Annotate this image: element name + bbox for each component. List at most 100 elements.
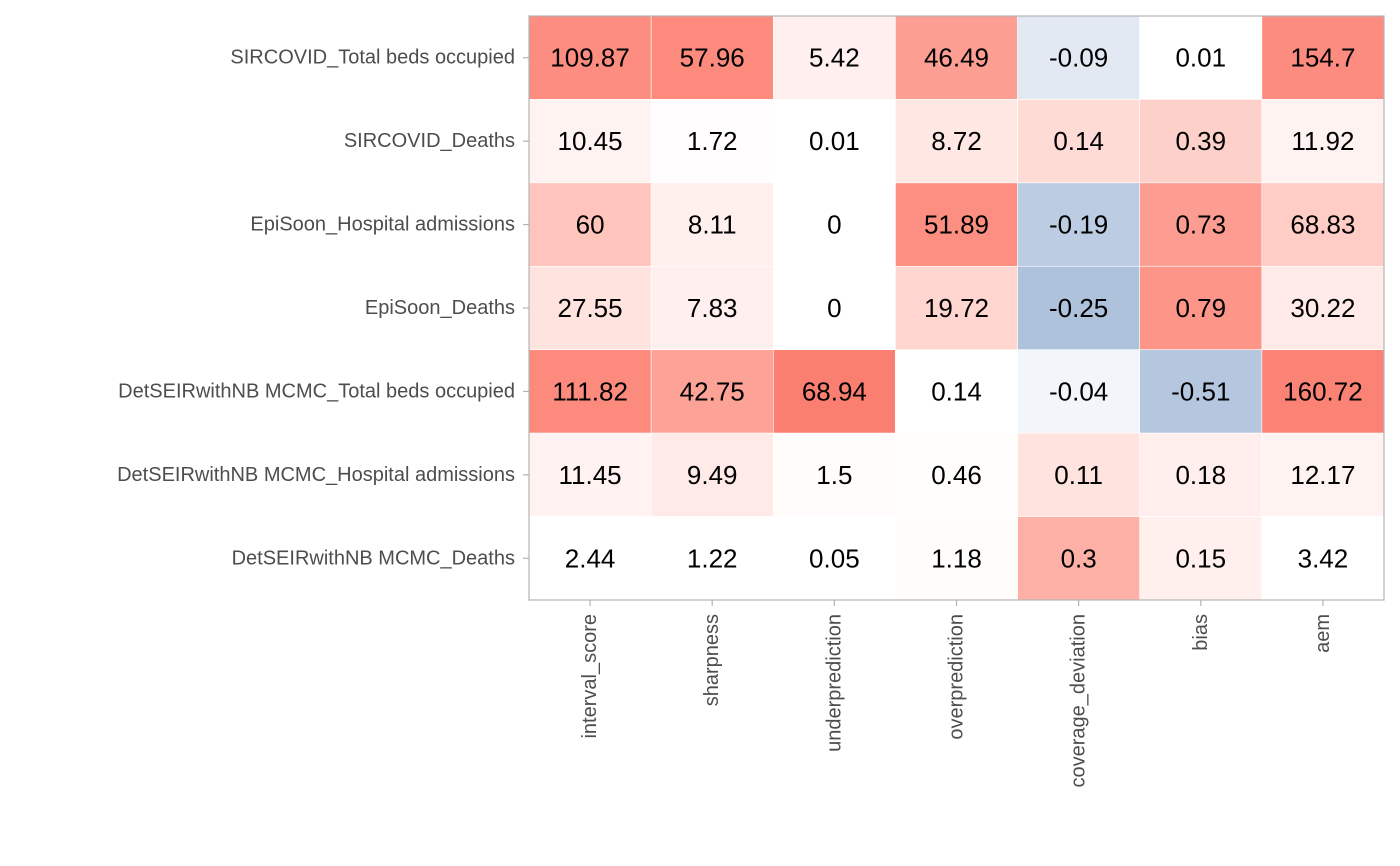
cell-value-label: 46.49	[924, 43, 989, 73]
cell-value-label: 68.83	[1290, 210, 1355, 240]
cell-value-label: 0.73	[1175, 210, 1226, 240]
row-label-detseirwithnb-mcmc-total-beds-occupied: DetSEIRwithNB MCMC_Total beds occupied	[118, 380, 515, 402]
heatmap-cell	[895, 516, 1018, 601]
cell-value-label: 68.94	[802, 376, 867, 406]
cell-value-label: 9.49	[687, 460, 738, 490]
cell-value-label: 0.14	[931, 376, 982, 406]
heatmap-cell	[528, 182, 652, 267]
cell-value-label: 8.72	[931, 126, 982, 156]
heatmap-cell	[528, 516, 652, 601]
cell-value-label: 109.87	[550, 43, 630, 73]
cell-value-label: 19.72	[924, 293, 989, 323]
heatmap-cell	[772, 182, 896, 267]
row-label-episoon-hospital-admissions: EpiSoon_Hospital admissions	[250, 214, 515, 236]
cell-value-label: -0.51	[1171, 376, 1230, 406]
heatmap-cell	[528, 265, 652, 351]
col-label-underprediction: underprediction	[823, 614, 845, 752]
heatmap-cell	[650, 265, 774, 351]
cell-value-label: 7.83	[687, 293, 738, 323]
heatmap-cell	[650, 15, 774, 100]
cell-value-label: 42.75	[680, 376, 745, 406]
cell-value-label: 51.89	[924, 210, 989, 240]
col-label-coverage-deviation: coverage_deviation	[1068, 614, 1090, 787]
cell-value-label: 111.82	[552, 376, 628, 406]
cell-value-label: 1.22	[687, 543, 738, 573]
heatmap-cell	[1261, 265, 1385, 351]
heatmap-cell	[895, 15, 1018, 100]
row-label-sircovid-total-beds-occupied: SIRCOVID_Total beds occupied	[230, 47, 515, 69]
cell-value-label: 8.11	[688, 210, 737, 240]
heatmap-cell	[1261, 516, 1385, 601]
heatmap-cell	[1261, 99, 1385, 184]
heatmap-cell	[1139, 99, 1263, 184]
cell-value-label: 60	[576, 210, 605, 240]
heatmap-cell	[1139, 182, 1263, 267]
cell-value-label: 0.18	[1175, 460, 1226, 490]
heatmap-cell	[1017, 432, 1141, 517]
heatmap-cell	[650, 182, 774, 267]
cells-layer: 109.87 57.96 5.42 46.49 -0.09 0.01 154.7 10.45 1…	[528, 15, 1385, 601]
cell-value-label: 0.01	[1175, 43, 1226, 73]
row-label-detseirwithnb-mcmc-hospital-admissions: DetSEIRwithNB MCMC_Hospital admissions	[117, 464, 515, 486]
cell-value-label: 11.45	[559, 460, 622, 490]
cell-value-label: -0.04	[1049, 376, 1108, 406]
cell-value-label: 1.18	[931, 543, 982, 573]
cell-value-label: 0	[827, 210, 841, 240]
heatmap-cell	[772, 349, 896, 434]
col-label-interval-score: interval_score	[579, 614, 601, 739]
cell-value-label: 1.72	[687, 126, 738, 156]
cell-value-label: 30.22	[1290, 293, 1355, 323]
cell-value-label: 11.92	[1291, 126, 1354, 156]
heatmap-cell	[1261, 182, 1385, 267]
cell-value-label: 5.42	[809, 43, 860, 73]
col-label-aem: aem	[1312, 614, 1334, 653]
heatmap-cell	[772, 516, 896, 601]
cell-value-label: 0.3	[1061, 543, 1097, 573]
cell-value-label: 57.96	[680, 43, 745, 73]
heatmap-cell	[650, 516, 774, 601]
heatmap-cell	[528, 349, 652, 434]
cell-value-label: 0.05	[809, 543, 860, 573]
cell-value-label: 154.7	[1290, 43, 1355, 73]
heatmap-cell	[1139, 516, 1263, 601]
cell-value-label: -0.19	[1049, 210, 1108, 240]
cell-value-label: 1.5	[816, 460, 852, 490]
cell-value-label: 12.17	[1290, 460, 1355, 490]
heatmap-cell	[1139, 265, 1263, 351]
cell-value-label: 2.44	[565, 543, 616, 573]
heatmap-cell	[650, 432, 774, 517]
heatmap-cell	[895, 432, 1018, 517]
row-label-sircovid-deaths: SIRCOVID_Deaths	[344, 130, 515, 152]
cell-value-label: -0.25	[1049, 293, 1108, 323]
heatmap-cell	[772, 432, 896, 517]
heatmap-cell	[528, 15, 652, 100]
heatmap-cell	[772, 99, 896, 184]
col-label-overprediction: overprediction	[946, 614, 968, 740]
cell-value-label: 3.42	[1298, 543, 1349, 573]
heatmap-cell	[528, 99, 652, 184]
col-labels-layer: interval_score sharpness underprediction ov…	[579, 600, 1334, 787]
heatmap-cell	[1261, 432, 1385, 517]
cell-value-label: 0.46	[931, 460, 982, 490]
cell-value-label: 160.72	[1283, 376, 1363, 406]
heatmap-cell	[895, 182, 1018, 267]
heatmap-cell	[1261, 15, 1385, 100]
heatmap-cell	[1017, 265, 1141, 351]
cell-value-label: 0.01	[809, 126, 860, 156]
heatmap-cell	[1017, 516, 1141, 601]
heatmap-cell	[1139, 349, 1263, 434]
heatmap-cell	[528, 432, 652, 517]
cell-value-label: 0.14	[1053, 126, 1104, 156]
cell-value-label: 0.39	[1175, 126, 1226, 156]
cell-value-label: 10.45	[558, 126, 623, 156]
cell-value-label: 0	[827, 293, 841, 323]
col-label-sharpness: sharpness	[701, 614, 723, 706]
heatmap-cell	[1017, 15, 1141, 100]
heatmap-cell	[1017, 182, 1141, 267]
row-label-episoon-deaths: EpiSoon_Deaths	[365, 297, 515, 319]
heatmap-cell	[1139, 15, 1263, 100]
cell-value-label: 0.79	[1175, 293, 1226, 323]
row-labels-layer: SIRCOVID_Total beds occupied SIRCOVID_Dea…	[117, 47, 529, 569]
cell-value-label: -0.09	[1049, 43, 1108, 73]
